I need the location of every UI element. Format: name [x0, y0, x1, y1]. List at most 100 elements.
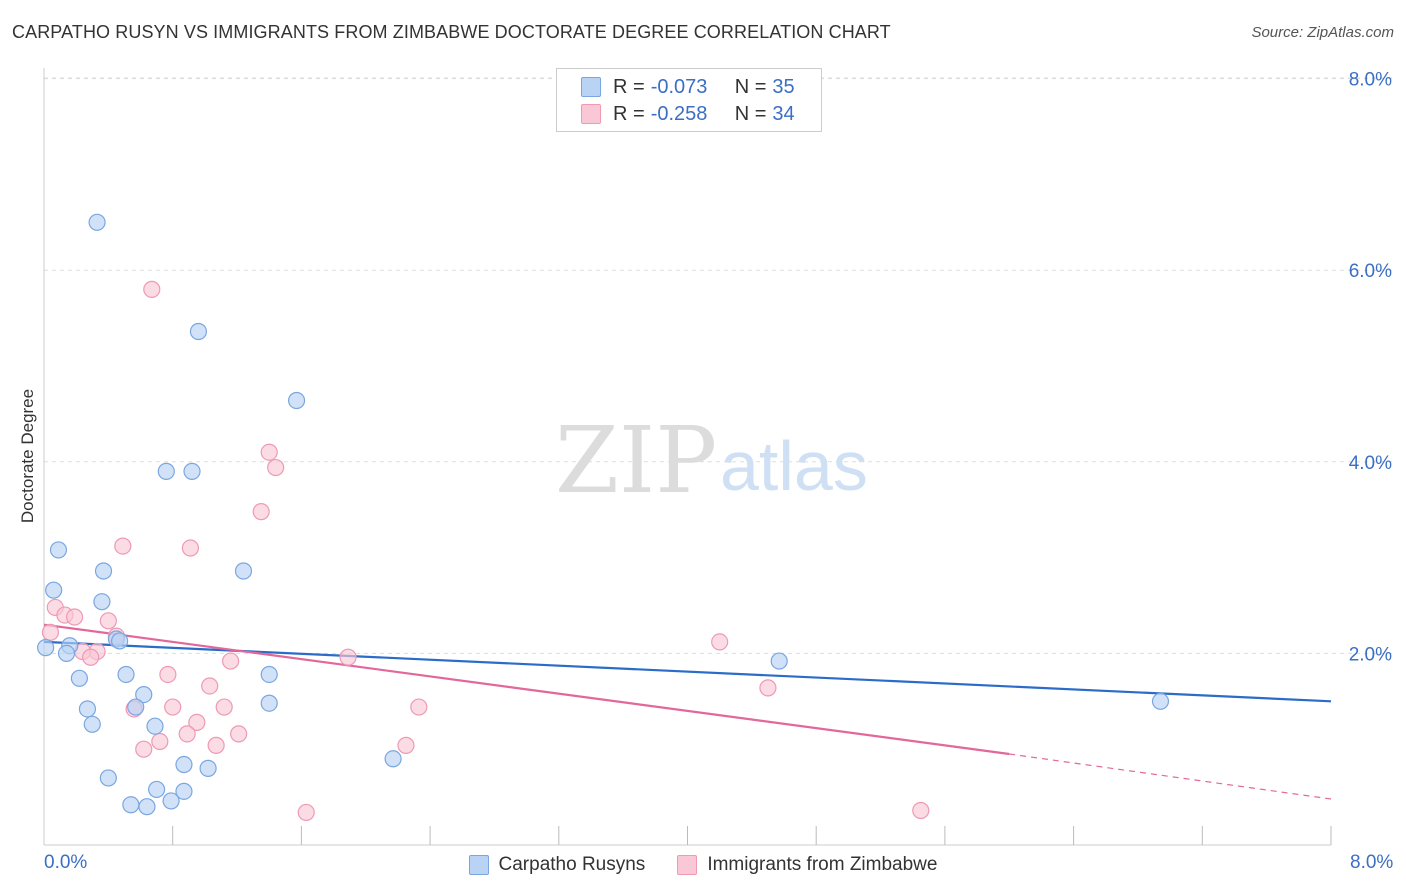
legend-swatch-pink [677, 855, 698, 875]
watermark: ZIP atlas [555, 407, 868, 514]
trend-line-zimbabwe [43, 623, 1010, 756]
r-label: R = [613, 102, 645, 125]
point-zimbabwe [188, 713, 206, 731]
n-value: 35 [772, 75, 795, 98]
point-carpatho-rusyns [199, 759, 217, 777]
trend-line-carpatho-rusyns [43, 640, 1332, 703]
point-carpatho-rusyns [127, 698, 145, 716]
point-zimbabwe [164, 698, 182, 716]
y-tick-labels: 2.0% 4.0% 6.0% 8.0% [1349, 70, 1392, 666]
point-carpatho-rusyns [94, 562, 113, 580]
point-carpatho-rusyns [162, 792, 180, 810]
n-label: N = [734, 75, 767, 98]
point-zimbabwe [912, 801, 930, 820]
point-carpatho-rusyns [189, 322, 208, 341]
point-carpatho-rusyns [99, 769, 117, 787]
point-carpatho-rusyns [183, 462, 201, 480]
watermark-atlas: atlas [720, 427, 868, 505]
point-carpatho-rusyns [70, 669, 88, 687]
point-zimbabwe [178, 725, 196, 743]
n-label: N = [734, 102, 767, 125]
r-label: R = [613, 75, 645, 98]
series-legend: Carpatho Rusyns Immigrants from Zimbabwe [0, 852, 1406, 878]
point-zimbabwe [143, 280, 161, 298]
point-carpatho-rusyns [37, 639, 55, 657]
legend-label: Carpatho Rusyns [498, 854, 646, 875]
x-min-label: 0.0% [44, 852, 88, 873]
y-tick-label: 8.0% [1349, 70, 1392, 91]
trend-line-zimbabwe-extrapolated [1009, 753, 1332, 800]
point-zimbabwe [397, 736, 415, 754]
point-carpatho-rusyns [111, 632, 129, 650]
point-zimbabwe [135, 740, 153, 758]
point-zimbabwe [222, 652, 240, 670]
point-carpatho-rusyns [122, 796, 140, 814]
legend-label: Immigrants from Zimbabwe [707, 854, 938, 875]
point-carpatho-rusyns [287, 391, 306, 410]
r-value: -0.073 [650, 75, 708, 98]
point-carpatho-rusyns [83, 715, 101, 733]
trend-lines [43, 623, 1332, 800]
point-carpatho-rusyns [78, 700, 97, 718]
stats-legend: R = -0.073 N = 35 R = -0.258 N = 34 [556, 68, 822, 132]
point-carpatho-rusyns [45, 581, 63, 599]
point-zimbabwe [151, 732, 169, 751]
legend-row-zimbabwe: R = -0.258 N = 34 [581, 101, 795, 127]
point-carpatho-rusyns [234, 562, 253, 580]
axes [43, 68, 1332, 846]
point-carpatho-rusyns [146, 717, 164, 735]
y-tick-label: 4.0% [1349, 453, 1392, 474]
n-value: 34 [772, 102, 795, 125]
point-carpatho-rusyns [260, 665, 278, 684]
point-zimbabwe [207, 736, 225, 754]
point-zimbabwe [267, 458, 285, 477]
point-carpatho-rusyns [88, 213, 106, 231]
point-zimbabwe [711, 633, 729, 651]
legend-swatch-blue [581, 77, 601, 97]
data-points [37, 213, 1170, 822]
legend-row-carpatho-rusyns: R = -0.073 N = 35 [581, 74, 795, 100]
r-value: -0.258 [650, 102, 708, 125]
point-zimbabwe [181, 539, 199, 557]
point-carpatho-rusyns [175, 755, 193, 774]
point-zimbabwe [339, 648, 357, 666]
point-carpatho-rusyns [770, 652, 788, 670]
point-carpatho-rusyns [135, 685, 153, 704]
y-tick-label: 6.0% [1349, 261, 1392, 282]
point-zimbabwe [215, 698, 233, 716]
legend-item-zimbabwe[interactable]: Immigrants from Zimbabwe [677, 854, 937, 876]
point-zimbabwe [230, 725, 248, 743]
point-zimbabwe [759, 679, 777, 697]
point-zimbabwe [41, 623, 60, 641]
point-carpatho-rusyns [175, 782, 193, 800]
legend-item-carpatho-rusyns[interactable]: Carpatho Rusyns [468, 854, 646, 876]
point-zimbabwe [159, 665, 177, 684]
point-carpatho-rusyns [138, 798, 156, 816]
point-carpatho-rusyns [260, 694, 278, 712]
point-carpatho-rusyns [384, 750, 402, 768]
point-carpatho-rusyns [57, 644, 76, 663]
point-carpatho-rusyns [148, 780, 166, 799]
point-carpatho-rusyns [93, 593, 111, 611]
point-zimbabwe [99, 612, 117, 630]
chart-title: CARPATHO RUSYN VS IMMIGRANTS FROM ZIMBAB… [12, 22, 891, 42]
watermark-zip: ZIP [555, 407, 717, 514]
point-carpatho-rusyns [1151, 692, 1170, 710]
point-carpatho-rusyns [157, 462, 175, 480]
point-zimbabwe [114, 537, 132, 555]
point-zimbabwe [260, 443, 278, 461]
y-tick-label: 2.0% [1349, 644, 1392, 665]
point-zimbabwe [297, 803, 315, 822]
point-carpatho-rusyns [117, 665, 135, 684]
point-zimbabwe [65, 608, 84, 626]
point-zimbabwe [252, 503, 270, 521]
legend-swatch-blue [468, 855, 489, 875]
point-carpatho-rusyns [49, 541, 68, 559]
legend-swatch-pink [581, 104, 601, 124]
point-zimbabwe [410, 698, 428, 716]
x-max-label: 8.0% [1350, 852, 1394, 873]
point-zimbabwe [82, 648, 100, 666]
point-zimbabwe [201, 677, 219, 695]
source-label: Source: ZipAtlas.com [1251, 24, 1394, 41]
